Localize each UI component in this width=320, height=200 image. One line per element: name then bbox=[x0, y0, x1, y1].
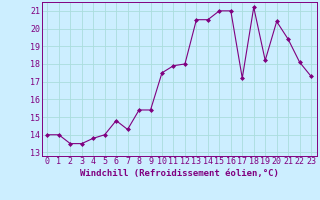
X-axis label: Windchill (Refroidissement éolien,°C): Windchill (Refroidissement éolien,°C) bbox=[80, 169, 279, 178]
